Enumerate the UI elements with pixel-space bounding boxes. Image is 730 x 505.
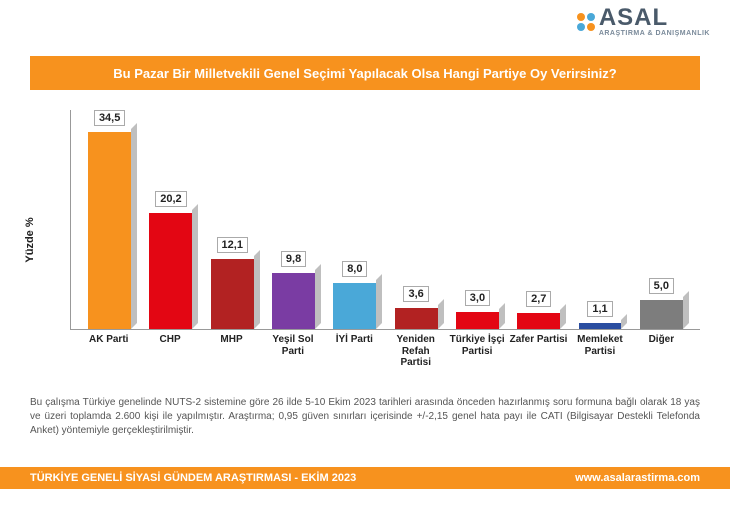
footer-right: www.asalarastirma.com [575,472,700,484]
bar-value-label: 3,0 [465,290,490,306]
bar-slot: 3,6 [385,110,446,329]
bar [333,283,376,329]
x-axis-label: Zafer Partisi [508,334,569,369]
bar-value-label: 5,0 [649,278,674,294]
footer-band: TÜRKİYE GENELİ SİYASİ GÜNDEM ARAŞTIRMASI… [0,467,730,489]
bar-value-label: 12,1 [217,237,248,253]
bar [579,323,622,329]
bar-slot: 3,0 [447,110,508,329]
bar [88,132,131,329]
x-axis-label: İYİ Parti [324,334,385,369]
bar-slot: 9,8 [263,110,324,329]
footer-left: TÜRKİYE GENELİ SİYASİ GÜNDEM ARAŞTIRMASI… [30,472,356,484]
question-title: Bu Pazar Bir Milletvekili Genel Seçimi Y… [113,66,616,81]
bar-slot: 20,2 [140,110,201,329]
bar [640,300,683,329]
bar [149,213,192,329]
bar [272,273,315,329]
logo-mark-icon [577,13,595,31]
bar [395,308,438,329]
brand-logo: ASAL ARAŞTIRMA & DANIŞMANLIK [577,6,710,37]
methodology-footnote: Bu çalışma Türkiye genelinde NUTS-2 sist… [30,396,700,438]
question-title-band: Bu Pazar Bir Milletvekili Genel Seçimi Y… [30,56,700,90]
bar [211,259,254,329]
poll-bar-chart: Yüzde % 34,520,212,19,88,03,63,02,71,15,… [60,100,700,380]
bar-slot: 2,7 [508,110,569,329]
x-axis-label: AK Parti [78,334,139,369]
x-axis-label: Diğer [631,334,692,369]
bar-slot: 12,1 [202,110,263,329]
bar-value-label: 9,8 [281,251,306,267]
bar-slot: 34,5 [79,110,140,329]
bar-slot: 8,0 [324,110,385,329]
bar [517,313,560,329]
x-axis-label: Yeniden Refah Partisi [385,334,446,369]
plot-area: 34,5 20,2 12,1 9,8 8,0 3,6 3,0 2,7 1,1 5,0 [70,110,700,330]
x-axis-label: Yeşil Sol Parti [262,334,323,369]
x-axis-label: MHP [201,334,262,369]
x-axis-label: Memleket Partisi [569,334,630,369]
bar-value-label: 20,2 [155,191,186,207]
bar-value-label: 1,1 [587,301,612,317]
bar-value-label: 3,6 [403,286,428,302]
bar [456,312,499,329]
y-axis-label: Yüzde % [24,217,36,262]
bar-value-label: 34,5 [94,110,125,126]
x-axis-label: CHP [139,334,200,369]
x-axis-label: Türkiye İşçi Partisi [446,334,507,369]
bar-slot: 1,1 [569,110,630,329]
bar-slot: 5,0 [631,110,692,329]
logo-subtitle: ARAŞTIRMA & DANIŞMANLIK [599,30,710,37]
bar-value-label: 2,7 [526,291,551,307]
bar-value-label: 8,0 [342,261,367,277]
logo-title: ASAL [599,6,710,30]
